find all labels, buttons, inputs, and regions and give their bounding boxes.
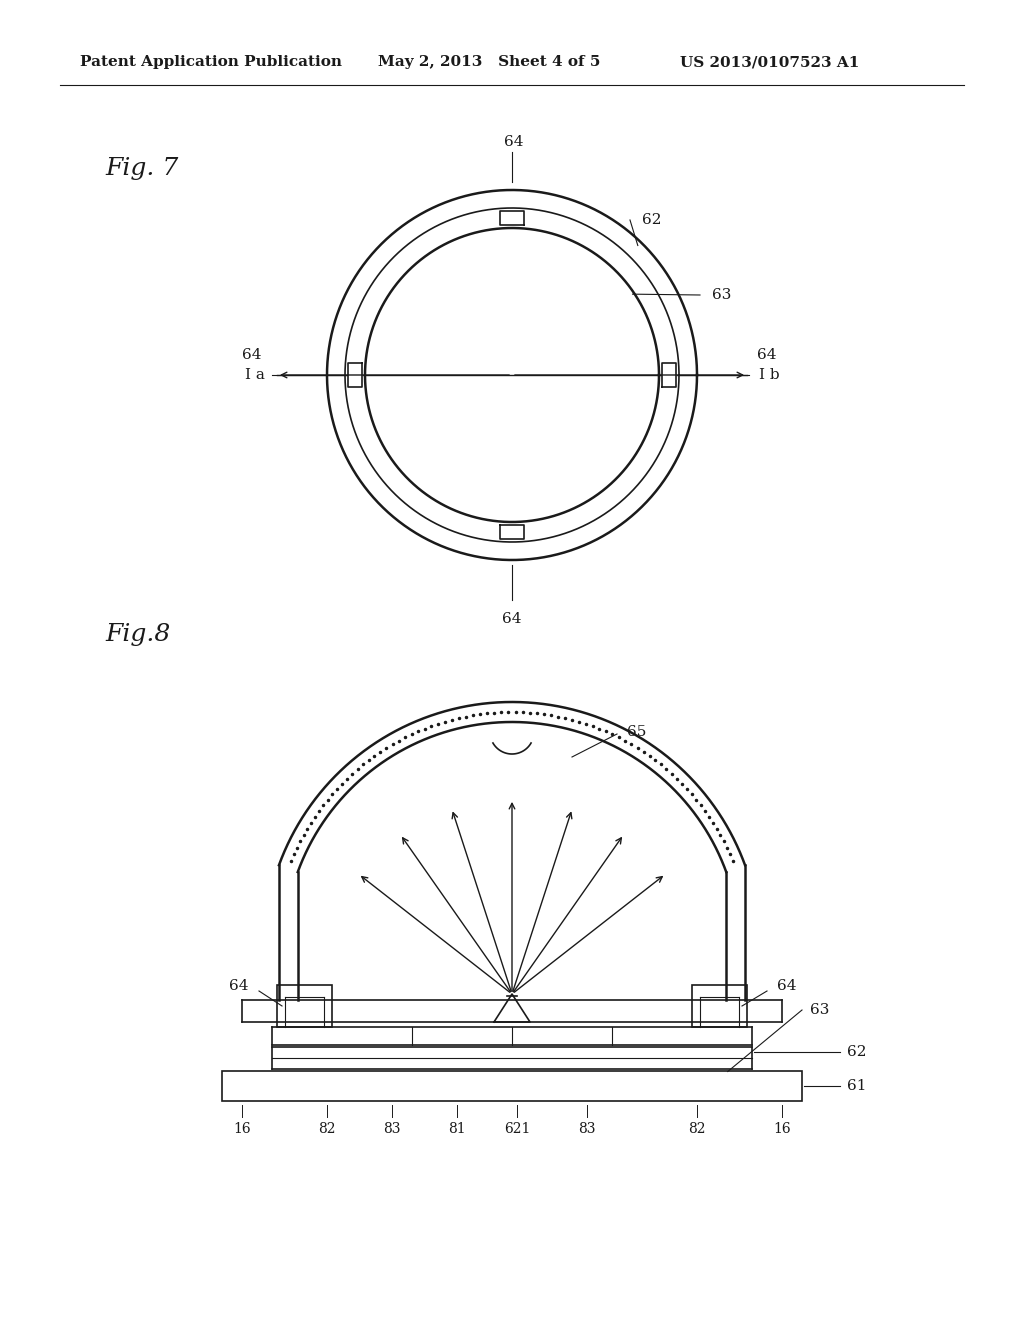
Text: 16: 16 bbox=[233, 1122, 251, 1137]
Text: 64: 64 bbox=[758, 348, 777, 362]
Text: 63: 63 bbox=[712, 288, 731, 302]
Text: 82: 82 bbox=[318, 1122, 336, 1137]
Text: I b: I b bbox=[759, 368, 779, 381]
Text: 64: 64 bbox=[243, 348, 262, 362]
Text: Fig.8: Fig.8 bbox=[105, 623, 170, 647]
Text: May 2, 2013   Sheet 4 of 5: May 2, 2013 Sheet 4 of 5 bbox=[378, 55, 600, 69]
Text: I a: I a bbox=[245, 368, 265, 381]
Text: 61: 61 bbox=[847, 1078, 866, 1093]
Text: 82: 82 bbox=[688, 1122, 706, 1137]
Text: Patent Application Publication: Patent Application Publication bbox=[80, 55, 342, 69]
Text: US 2013/0107523 A1: US 2013/0107523 A1 bbox=[680, 55, 859, 69]
Text: 64: 64 bbox=[502, 612, 522, 626]
Text: 63: 63 bbox=[810, 1003, 829, 1016]
Text: 64: 64 bbox=[229, 979, 249, 993]
Text: 64: 64 bbox=[777, 979, 797, 993]
Text: 83: 83 bbox=[579, 1122, 596, 1137]
Polygon shape bbox=[500, 525, 524, 539]
Text: 62: 62 bbox=[642, 213, 662, 227]
Bar bbox=[692, 985, 746, 1027]
Text: 81: 81 bbox=[449, 1122, 466, 1137]
Text: 621: 621 bbox=[504, 1122, 530, 1137]
Polygon shape bbox=[662, 363, 676, 387]
Text: Fig. 7: Fig. 7 bbox=[105, 157, 178, 180]
Text: 65: 65 bbox=[627, 725, 646, 739]
Text: 83: 83 bbox=[383, 1122, 400, 1137]
Bar bbox=[222, 1071, 802, 1101]
Bar bbox=[278, 985, 332, 1027]
Text: 16: 16 bbox=[773, 1122, 791, 1137]
Polygon shape bbox=[348, 363, 362, 387]
Text: 62: 62 bbox=[847, 1045, 866, 1059]
Polygon shape bbox=[500, 211, 524, 224]
Text: 64: 64 bbox=[504, 135, 523, 149]
